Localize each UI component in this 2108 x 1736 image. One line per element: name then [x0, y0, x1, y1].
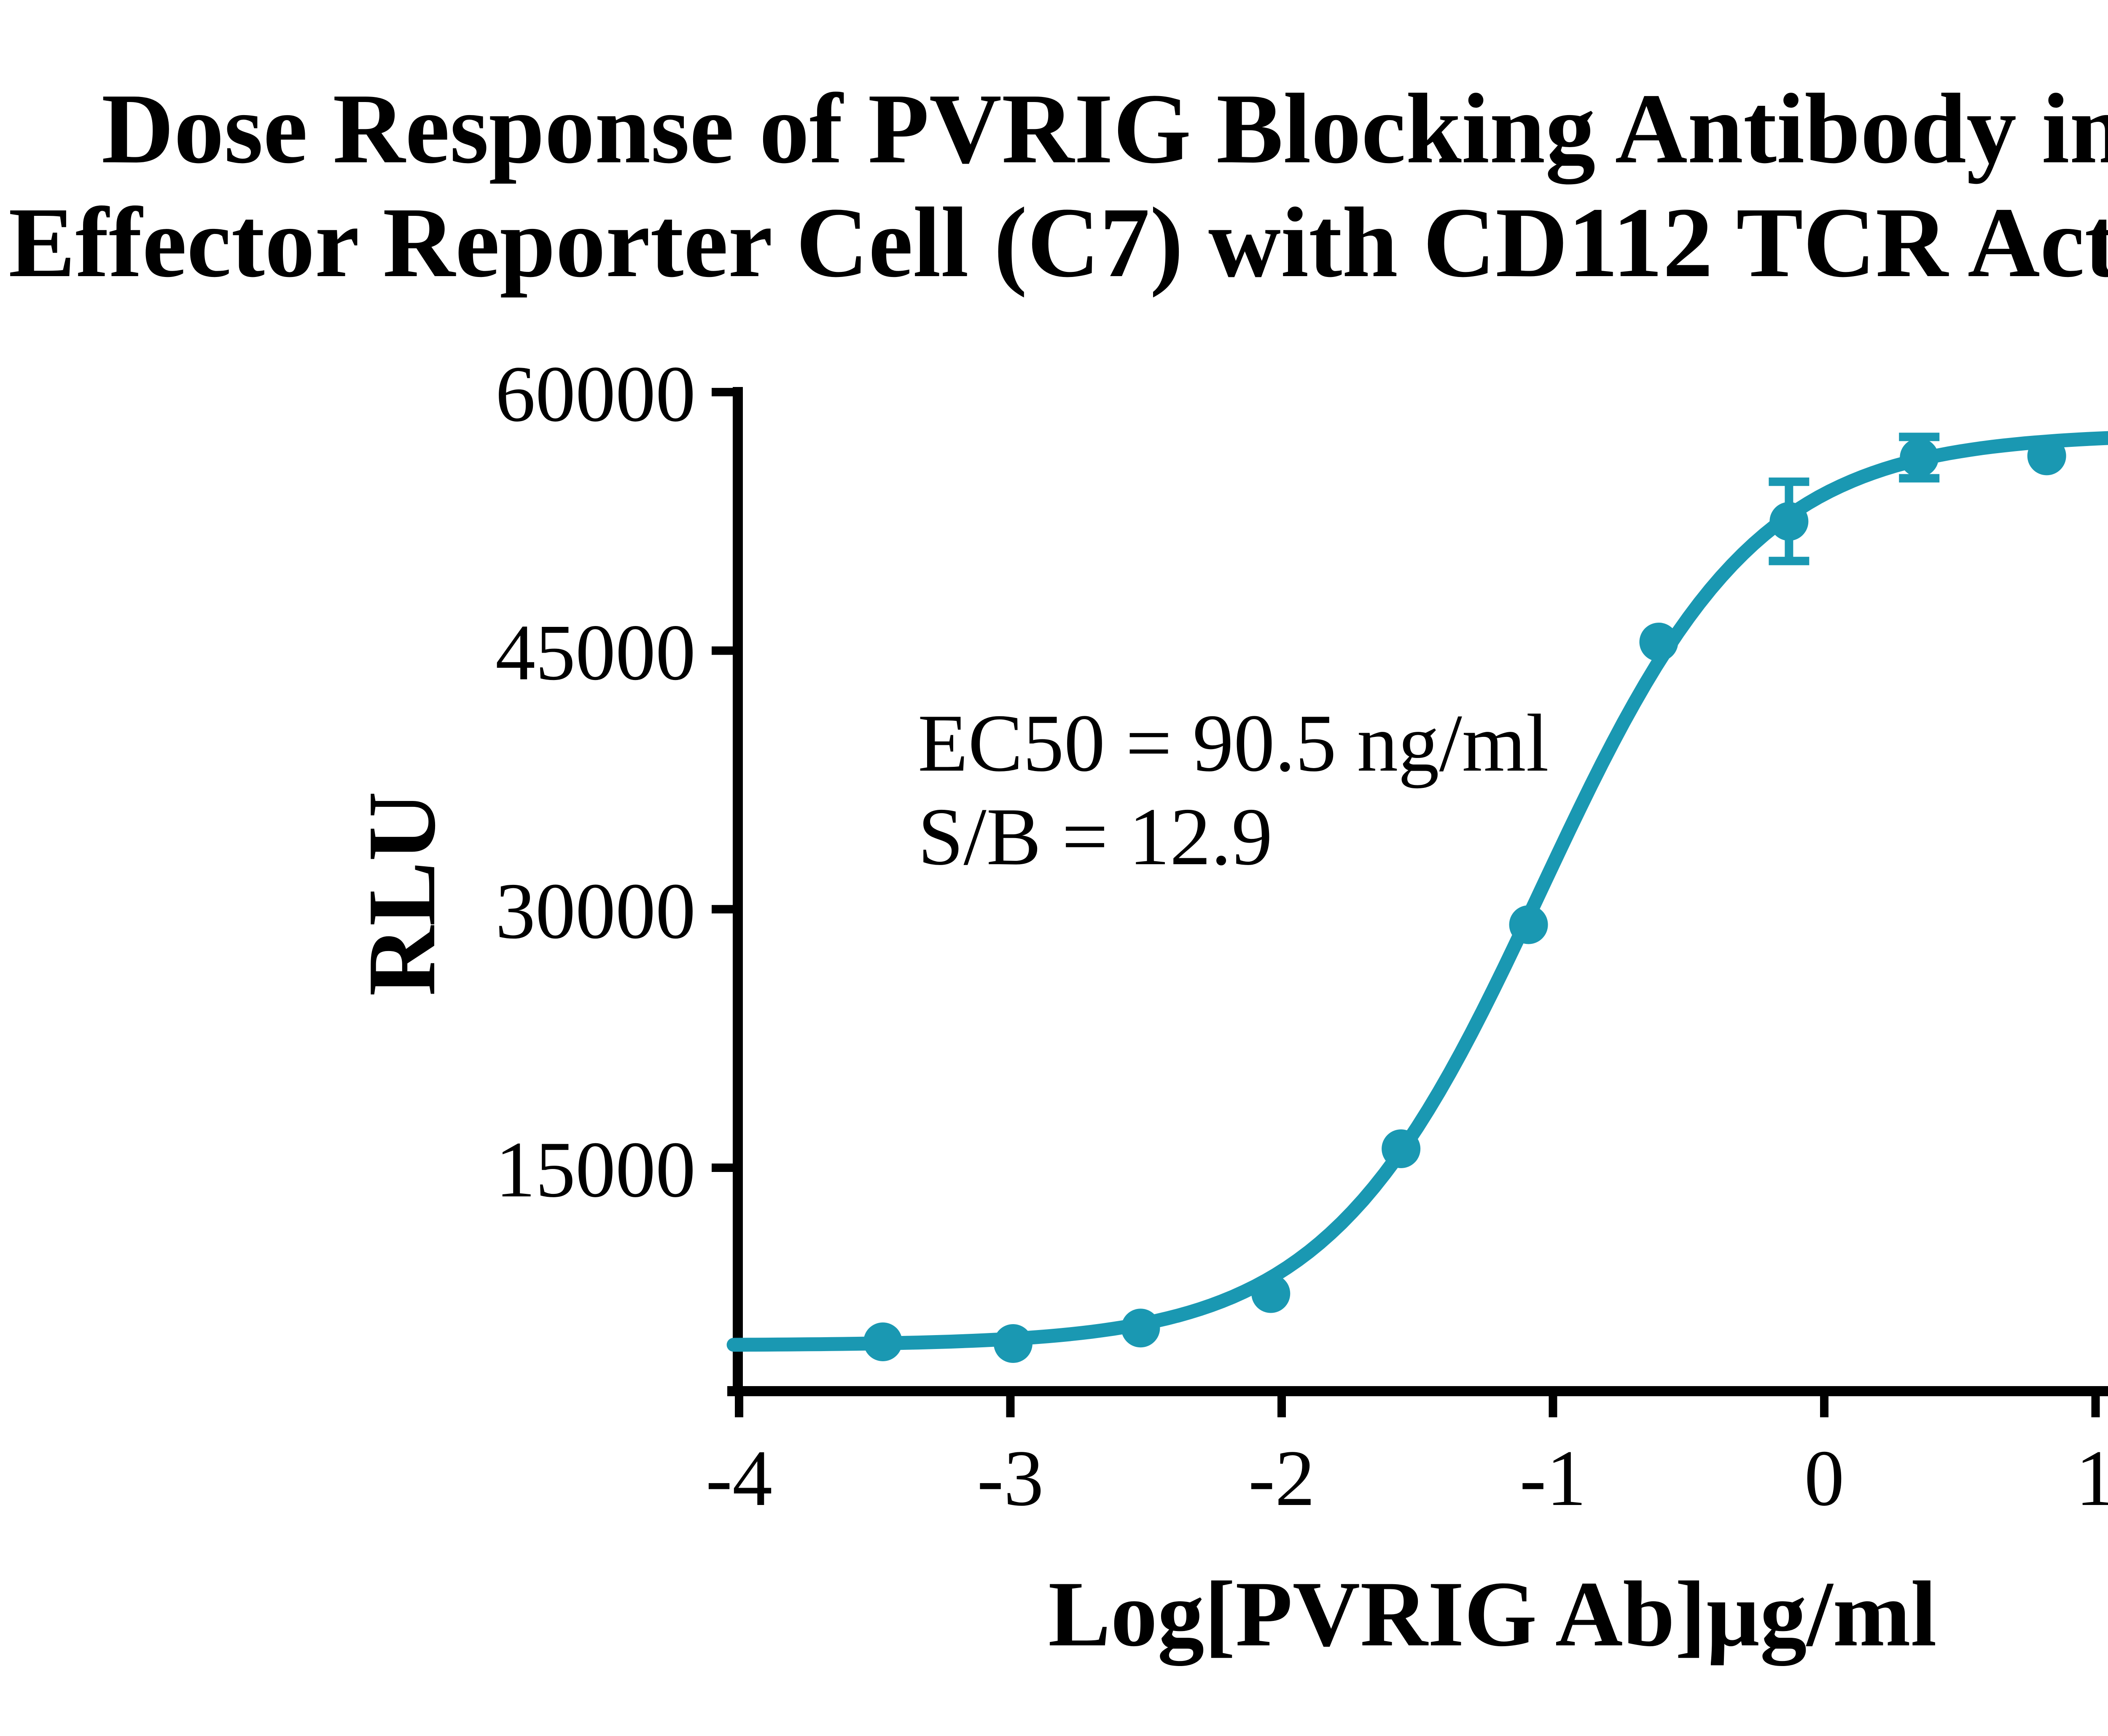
y-tick-label: 45000: [495, 608, 696, 697]
chart-title-line2: Effector Reporter Cell (C7) with CD112 T…: [8, 187, 2108, 298]
x-tick-label: 1: [2076, 1434, 2108, 1523]
x-tick-label: -3: [977, 1434, 1043, 1523]
x-tick-label: -4: [706, 1434, 772, 1523]
x-axis-title: Log[PVRIG Ab]µg/ml: [1048, 1562, 1936, 1666]
x-tick-label: -2: [1248, 1434, 1315, 1523]
data-point-marker: [863, 1322, 903, 1361]
data-point-marker: [2027, 436, 2066, 476]
y-tick-label: 30000: [495, 867, 696, 956]
annotation-sb: S/B = 12.9: [918, 791, 1272, 882]
data-point-marker: [1121, 1309, 1160, 1348]
data-point-marker: [1769, 502, 1809, 541]
data-point-marker: [1639, 622, 1678, 661]
data-point-marker: [1900, 438, 1939, 477]
data-point-marker: [1251, 1274, 1291, 1313]
x-tick-label: 0: [1804, 1434, 1844, 1523]
plot-area: 15000 30000 45000 60000 -4 -3 -2 -1 0 1: [495, 350, 2108, 1523]
data-point-marker: [993, 1324, 1032, 1363]
fit-curve: [726, 431, 2108, 1352]
data-point-marker: [1509, 905, 1548, 944]
x-tick-label: -1: [1519, 1434, 1586, 1523]
y-axis-title: RLU: [348, 791, 455, 996]
data-point-marker: [1382, 1129, 1421, 1169]
y-tick-label: 60000: [495, 350, 696, 438]
y-tick-label: 15000: [495, 1126, 696, 1214]
chart-title-line1: Dose Response of PVRIG Blocking Antibody…: [102, 73, 2108, 184]
annotation-ec50: EC50 = 90.5 ng/ml: [918, 698, 1549, 789]
